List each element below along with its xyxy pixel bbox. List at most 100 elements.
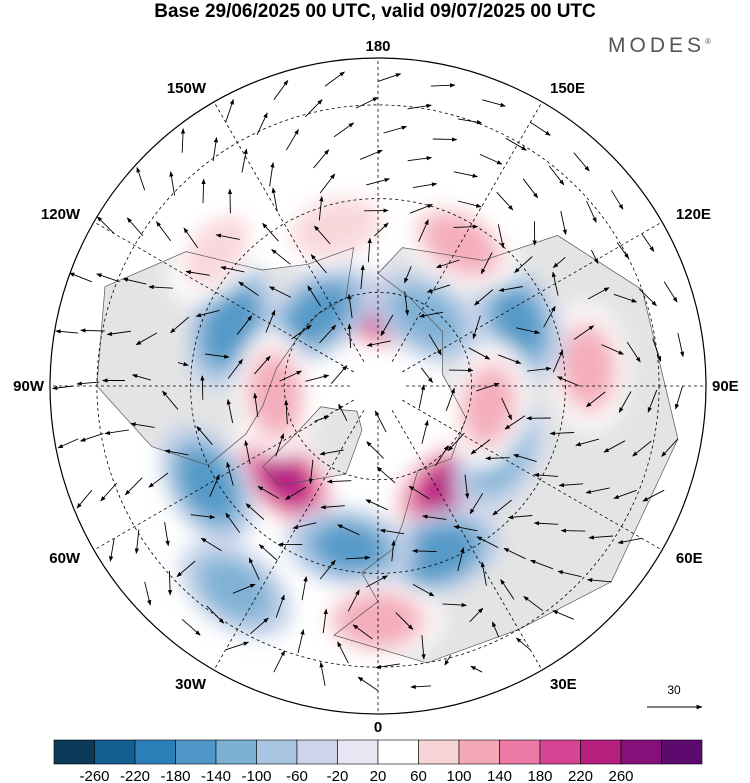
- wind-vector: [480, 561, 487, 586]
- colorbar-swatch: [661, 739, 703, 765]
- wind-vector: [497, 224, 505, 249]
- wind-vector: [464, 474, 470, 499]
- wind-vector: [377, 73, 402, 82]
- wind-vector: [367, 237, 372, 263]
- wind-vector: [395, 612, 414, 630]
- anomaly-contour: [465, 370, 512, 441]
- colorbar-swatch: [377, 739, 419, 765]
- wind-vector: [130, 422, 155, 428]
- wind-vector: [404, 266, 412, 284]
- colorbar-swatch: [539, 739, 581, 765]
- wind-vector: [453, 224, 479, 229]
- wind-vector: [181, 618, 201, 636]
- wind-vector: [319, 449, 344, 456]
- wind-vector: [470, 439, 491, 455]
- colorbar-label: -60: [286, 768, 308, 783]
- wind-vector: [407, 103, 432, 110]
- colorbar-swatch: [620, 739, 662, 765]
- wind-vector: [76, 381, 100, 386]
- longitude-label: 60W: [49, 550, 81, 567]
- longitude-label: 120E: [676, 206, 711, 223]
- wind-vector: [366, 177, 391, 186]
- wind-vector: [603, 440, 626, 453]
- wind-vector: [557, 570, 582, 578]
- wind-vector: [319, 324, 337, 344]
- anomaly-contour: [261, 455, 309, 503]
- anomaly-contour: [290, 197, 381, 259]
- wind-vector: [412, 182, 438, 189]
- wind-vector: [482, 99, 506, 107]
- longitude-label: 30W: [175, 676, 207, 693]
- wind-vector: [588, 535, 614, 540]
- colorbar-swatch: [296, 739, 338, 765]
- brand-name: MODES: [608, 34, 706, 57]
- wind-vector: [585, 391, 606, 408]
- wind-vector: [504, 415, 526, 430]
- wind-vector: [652, 338, 662, 362]
- wind-vector: [176, 560, 196, 577]
- wind-vector: [410, 684, 431, 689]
- wind-vector: [236, 315, 253, 335]
- wind-vector: [408, 485, 430, 500]
- wind-vector: [319, 173, 336, 194]
- wind-vector: [319, 559, 336, 580]
- colorbar-label: -140: [201, 768, 231, 783]
- wind-vector: [183, 227, 199, 248]
- wind-vector: [319, 661, 326, 686]
- colorbar-label: 260: [608, 768, 633, 783]
- wind-vector: [262, 222, 279, 242]
- wind-vector: [379, 528, 405, 535]
- anomaly-contour: [251, 357, 300, 433]
- wind-vector: [496, 191, 514, 211]
- wind-vector: [552, 256, 566, 268]
- wind-vector: [430, 83, 456, 88]
- wind-vector: [457, 547, 465, 572]
- wind-vector: [352, 624, 373, 640]
- wind-vector: [170, 316, 189, 334]
- map-title: Base 29/06/2025 00 UTC, valid 09/07/2025…: [154, 1, 596, 22]
- wind-vector: [104, 429, 129, 435]
- wind-vector: [257, 486, 280, 499]
- wind-vector: [469, 607, 484, 623]
- wind-vector: [523, 596, 544, 612]
- wind-vector: [418, 384, 426, 409]
- wind-vector: [55, 329, 79, 334]
- wind-vector: [253, 392, 259, 418]
- wind-vector: [447, 432, 465, 452]
- wind-vector: [618, 391, 632, 413]
- wind-vector: [200, 375, 205, 400]
- wind-vector: [333, 122, 355, 138]
- map-disc: [50, 58, 706, 714]
- colorbar-swatch: [256, 739, 298, 765]
- wind-vector: [314, 415, 330, 422]
- wind-vector: [313, 149, 330, 169]
- wind-vector: [586, 200, 597, 223]
- wind-vector: [470, 665, 483, 673]
- wind-vector: [275, 433, 285, 457]
- wind-vector: [500, 579, 515, 600]
- wind-vector: [626, 341, 641, 363]
- graticule: [50, 58, 706, 714]
- wind-vector: [516, 327, 541, 335]
- longitude-label: 90E: [712, 378, 739, 395]
- wind-vector: [320, 504, 345, 510]
- wind-vector: [515, 637, 531, 651]
- longitude-label: 180: [365, 38, 390, 55]
- wind-vector: [457, 200, 482, 208]
- wind-vector: [575, 438, 600, 447]
- wind-vector: [271, 187, 278, 212]
- wind-vector: [485, 456, 510, 461]
- wind-vector: [305, 99, 323, 118]
- wind-vector: [530, 121, 551, 136]
- wind-vector: [409, 204, 433, 214]
- wind-vector: [169, 171, 176, 196]
- wind-vector: [560, 210, 567, 236]
- wind-vector: [552, 349, 564, 373]
- colorbar-swatch: [458, 739, 500, 765]
- wind-vector: [360, 149, 383, 160]
- wind-vector: [68, 272, 92, 283]
- wind-vector: [305, 374, 330, 382]
- wind-vector: [503, 547, 526, 560]
- wind-vector: [421, 635, 426, 660]
